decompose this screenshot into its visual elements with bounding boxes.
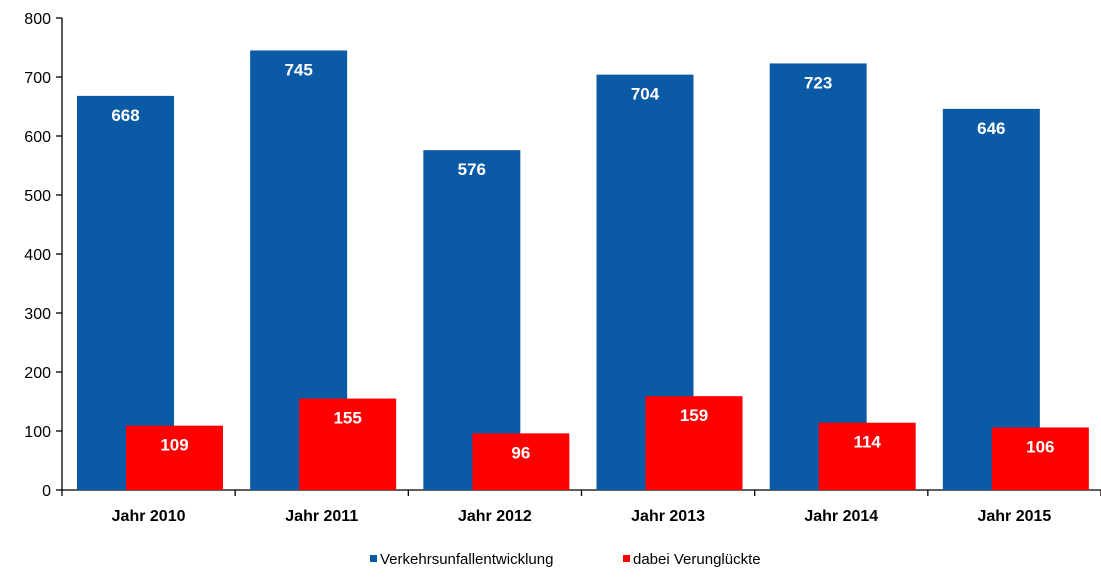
bar (645, 396, 743, 490)
data-label: 704 (631, 85, 660, 104)
bar-labels: 668 109 745 155 576 96 704 159 723 114 646 106 (111, 60, 1054, 462)
x-tick-label: Jahr 2014 (804, 508, 878, 525)
x-tick-label: Jahr 2015 (977, 508, 1051, 525)
y-tick-label: 600 (24, 129, 51, 146)
bar (77, 95, 174, 490)
data-label: 106 (1026, 437, 1054, 456)
data-label: 668 (111, 106, 139, 125)
y-tick-label: 500 (24, 188, 51, 205)
legend: Verkehrsunfallentwicklung dabei Verunglüc… (370, 551, 761, 568)
x-tick-label: Jahr 2011 (285, 508, 358, 525)
data-label: 723 (804, 73, 832, 92)
bar (299, 398, 397, 490)
y-tick-label: 100 (24, 424, 51, 441)
bar (942, 108, 1040, 491)
legend-swatch (370, 555, 377, 562)
y-tick-label: 800 (24, 11, 51, 28)
y-tick-label: 200 (24, 365, 51, 382)
bar (818, 422, 916, 490)
data-label: 159 (680, 406, 708, 425)
y-tick-label: 400 (24, 247, 51, 264)
data-label: 109 (160, 436, 188, 455)
legend-label: Verkehrsunfallentwicklung (380, 551, 553, 568)
y-tick-label: 0 (42, 483, 51, 500)
bar (991, 427, 1089, 490)
bars (77, 50, 1089, 491)
y-tick-label: 300 (24, 306, 51, 323)
data-label: 114 (853, 433, 881, 452)
x-axis: Jahr 2010 Jahr 2011 Jahr 2012 Jahr 2013 Jahr… (61, 489, 1101, 525)
x-tick-label: Jahr 2010 (112, 508, 186, 525)
data-label: 96 (511, 443, 530, 462)
bar (769, 63, 867, 491)
x-tick-label: Jahr 2013 (631, 508, 705, 525)
data-label: 155 (333, 409, 361, 428)
y-axis: 0 100 200 300 400 500 600 700 800 (24, 11, 63, 500)
data-label: 646 (977, 119, 1005, 138)
data-label: 576 (458, 160, 486, 179)
data-label: 745 (284, 60, 312, 79)
legend-swatch (623, 555, 630, 562)
bar (126, 425, 223, 490)
x-tick-label: Jahr 2012 (458, 508, 532, 525)
legend-label: dabei Verunglückte (633, 551, 761, 568)
bar (472, 433, 570, 490)
y-tick-label: 700 (24, 70, 51, 87)
